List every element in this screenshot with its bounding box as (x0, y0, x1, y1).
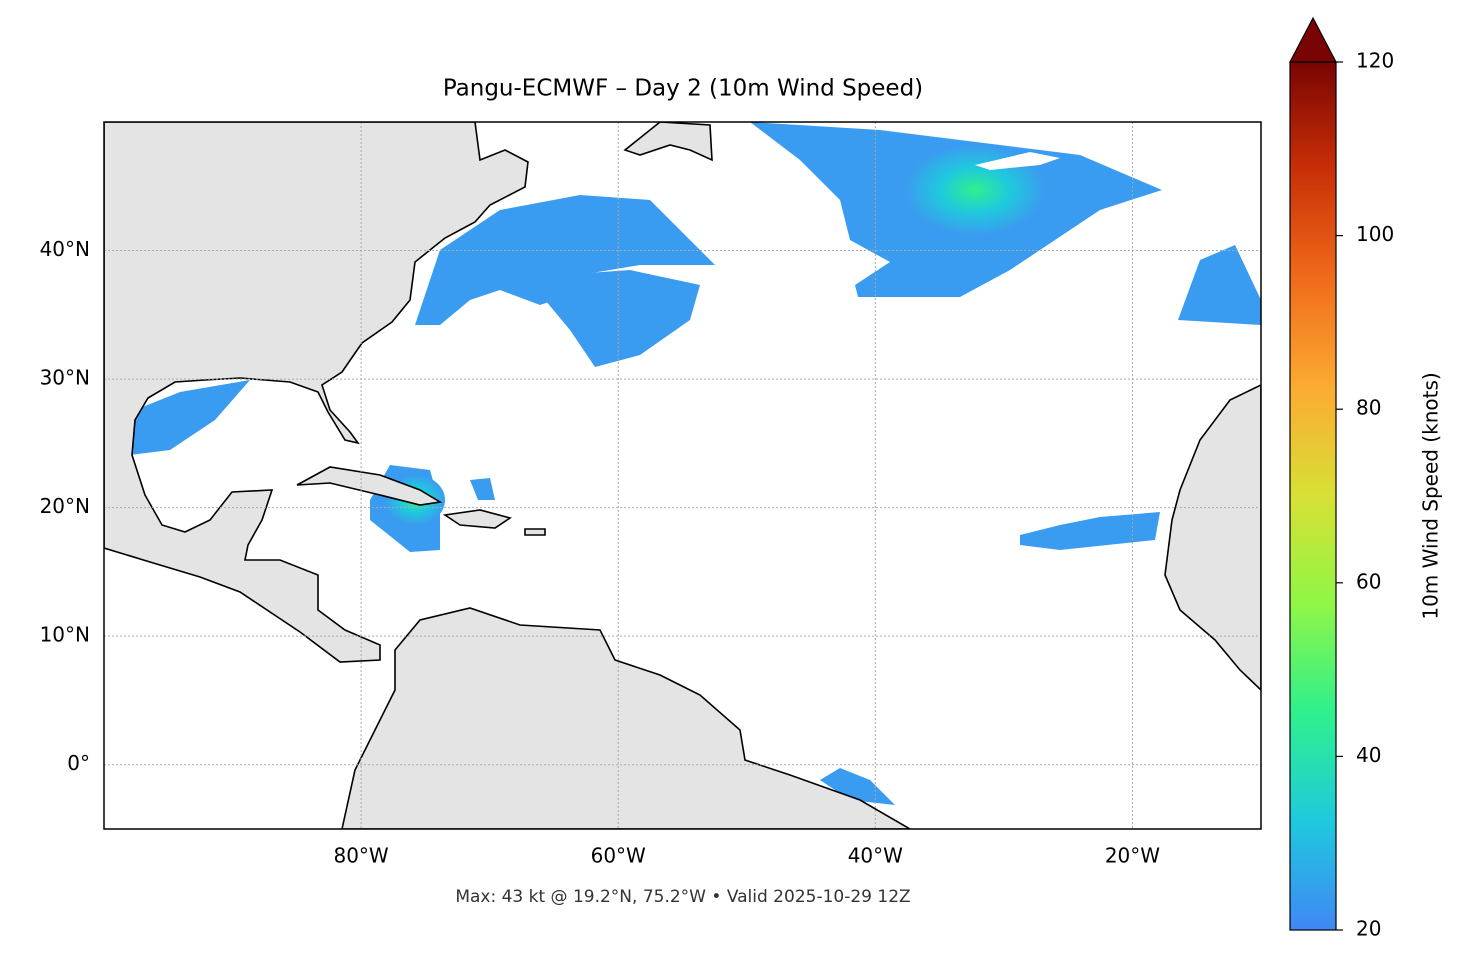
colorbar-tick-label: 80 (1356, 396, 1381, 420)
wind-area (1020, 512, 1160, 550)
colorbar-tick-label: 120 (1356, 49, 1394, 73)
colorbar-scale (1290, 62, 1336, 930)
colorbar-tick-label: 20 (1356, 917, 1381, 941)
colorbar: 20 40 60 80 100 120 (1289, 16, 1394, 941)
wind-area (130, 380, 250, 455)
y-tick-label: 10°N (40, 623, 90, 647)
colorbar-tick-label: 100 (1356, 222, 1394, 246)
y-tick-label: 20°N (40, 494, 90, 518)
puerto-rico (524, 528, 546, 536)
x-tick-label: 20°W (1105, 844, 1160, 868)
south-america (341, 607, 912, 829)
land (104, 122, 1261, 829)
wind-area (820, 768, 895, 805)
y-tick-label: 0° (67, 751, 90, 775)
colorbar-label: 10m Wind Speed (knots) (1419, 372, 1443, 619)
grid (104, 122, 1261, 829)
y-tick-label: 30°N (40, 366, 90, 390)
y-tick-label: 40°N (40, 237, 90, 261)
chart-title: Pangu-ECMWF – Day 2 (10m Wind Speed) (443, 76, 923, 102)
map-frame (103, 121, 1262, 830)
colorbar-extend (1289, 16, 1337, 63)
map (104, 122, 1261, 829)
footnote: Max: 43 kt @ 19.2°N, 75.2°W • Valid 2025… (455, 887, 910, 907)
north-america (104, 122, 529, 663)
x-tick-label: 40°W (848, 844, 903, 868)
wind-area (545, 270, 700, 367)
colorbar-tick-label: 60 (1356, 569, 1381, 593)
wind-area (415, 195, 715, 325)
africa (1164, 384, 1261, 692)
colorbar-tick-label: 40 (1356, 743, 1381, 767)
wind-area (1178, 245, 1261, 325)
wind-area (470, 478, 495, 500)
cuba (296, 466, 443, 506)
x-tick-label: 60°W (591, 844, 646, 868)
hispaniola (442, 509, 512, 529)
colorbar-frame (1289, 61, 1337, 931)
wind-gap (975, 152, 1060, 170)
x-tick-label: 80°W (333, 844, 388, 868)
